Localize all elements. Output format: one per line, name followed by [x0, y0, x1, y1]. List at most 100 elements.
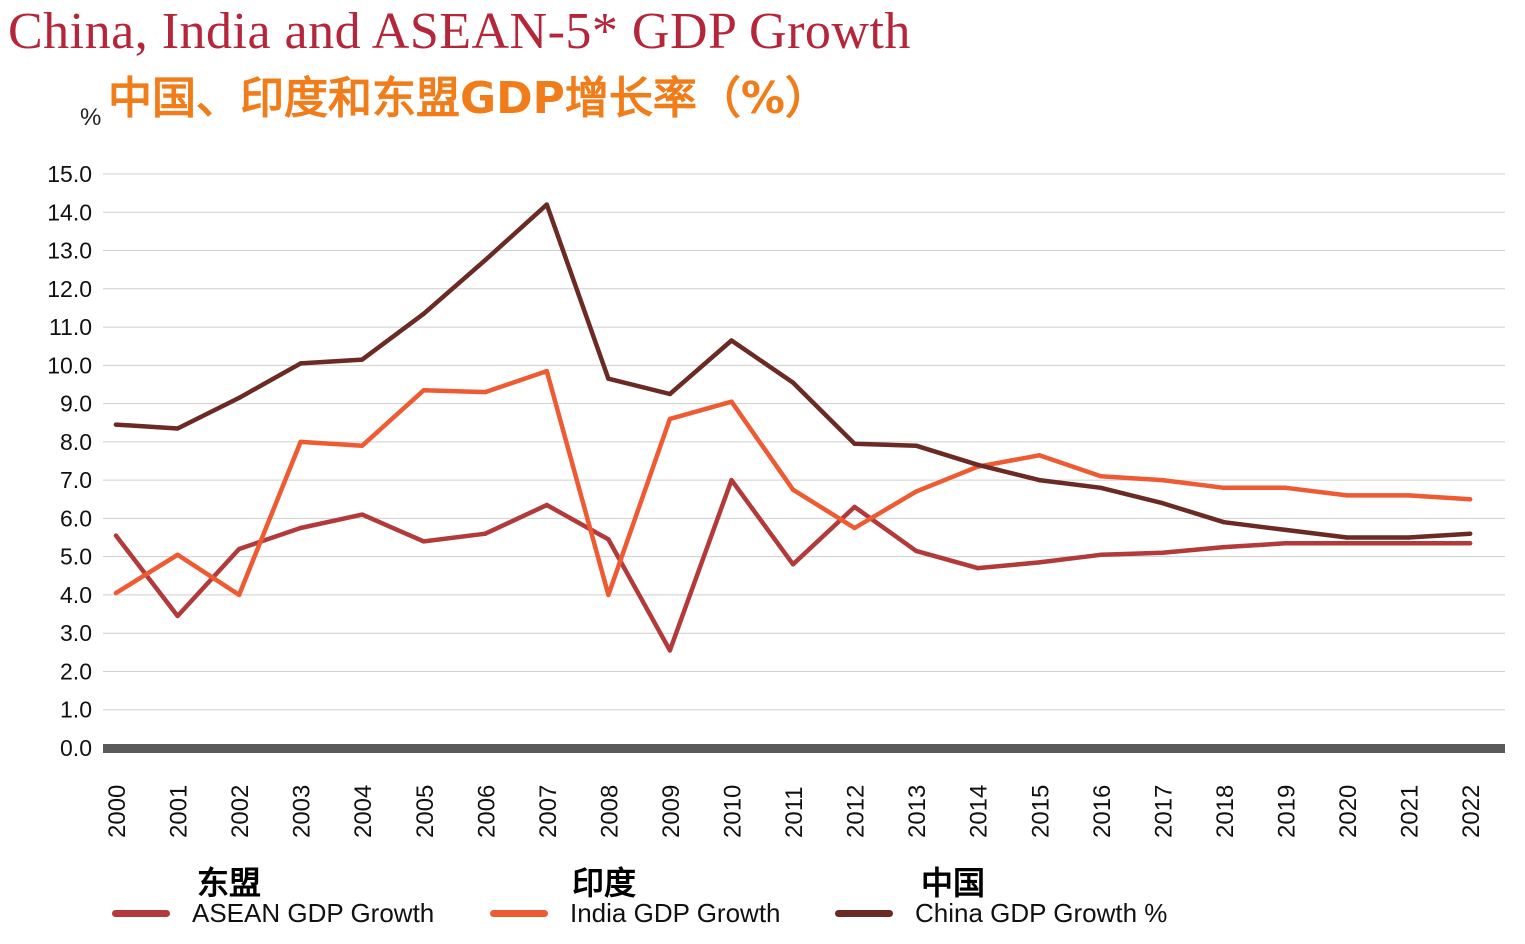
- india-gdp-growth-point: [298, 439, 303, 445]
- x-tick-label: 2000: [104, 785, 131, 838]
- india-gdp-growth-point: [483, 389, 488, 395]
- asean-gdp-growth-point: [975, 565, 980, 571]
- asean-gdp-growth-point: [729, 477, 734, 483]
- asean-gdp-growth-point: [1283, 541, 1288, 546]
- china-gdp-growth-point: [544, 202, 550, 207]
- y-tick-label: 10.0: [47, 352, 92, 378]
- china-gdp-growth-point: [975, 462, 980, 468]
- asean-gdp-growth-point: [544, 502, 550, 508]
- asean-gdp-growth-point: [606, 537, 611, 542]
- asean-gdp-growth-point: [1160, 550, 1165, 556]
- china-gdp-growth-point: [1160, 500, 1165, 506]
- china-gdp-growth-point: [667, 391, 673, 397]
- legend-label-en: India GDP Growth: [570, 898, 781, 928]
- india-gdp-growth-point: [1467, 497, 1473, 502]
- china-gdp-growth-point: [298, 361, 303, 366]
- india-gdp-growth-point: [360, 443, 365, 448]
- india-gdp-growth-point: [421, 388, 426, 393]
- x-tick-label: 2008: [596, 785, 623, 838]
- x-tick-label: 2006: [473, 785, 500, 838]
- asean-gdp-growth-point: [236, 546, 242, 552]
- china-gdp-growth-point: [175, 426, 180, 431]
- india-gdp-growth-point: [1406, 493, 1411, 498]
- y-tick-label: 4.0: [60, 582, 92, 608]
- x-tick-label: 2015: [1027, 785, 1054, 838]
- china-gdp-growth-point: [1221, 520, 1227, 525]
- china-gdp-growth-point: [360, 357, 365, 362]
- india-gdp-growth-point: [1221, 485, 1227, 490]
- x-tick-label: 2007: [535, 785, 562, 838]
- x-tick-label: 2011: [781, 786, 808, 838]
- x-tick-label: 2012: [843, 785, 870, 838]
- y-tick-label: 14.0: [47, 199, 92, 225]
- legend-swatch: [112, 910, 170, 917]
- x-tick-label: 2018: [1212, 785, 1239, 838]
- y-tick-label: 0.0: [60, 735, 92, 761]
- india-gdp-growth-point: [1283, 485, 1288, 490]
- china-gdp-growth-point: [913, 443, 919, 448]
- y-tick-label: 8.0: [60, 429, 92, 455]
- asean-gdp-growth-point: [1098, 552, 1104, 557]
- asean-gdp-growth-point: [913, 548, 919, 554]
- y-tick-label: 13.0: [47, 238, 92, 264]
- asean-gdp-growth-point: [852, 504, 857, 510]
- x-tick-label: 2020: [1335, 785, 1362, 838]
- asean-gdp-growth-point: [790, 562, 796, 567]
- asean-gdp-growth-point: [1406, 541, 1411, 546]
- x-tick-label: 2010: [720, 785, 747, 838]
- india-gdp-growth-point: [1098, 474, 1104, 479]
- y-axis-unit-label: %: [80, 104, 102, 131]
- india-gdp-growth-point: [729, 399, 734, 404]
- legend-swatch: [490, 910, 548, 917]
- asean-gdp-growth-point: [483, 531, 488, 536]
- x-tick-label: 2005: [412, 785, 439, 838]
- y-tick-label: 6.0: [60, 505, 92, 531]
- y-tick-label: 5.0: [60, 544, 92, 570]
- china-gdp-growth-point: [1098, 485, 1104, 490]
- asean-gdp-growth-point: [1467, 541, 1473, 546]
- chart-subtitle: 中国、印度和东盟GDP增长率（%）: [108, 73, 829, 124]
- china-gdp-growth-point: [236, 395, 242, 401]
- y-tick-label: 12.0: [47, 276, 92, 302]
- legend-label-en: China GDP Growth %: [915, 898, 1168, 928]
- china-gdp-growth-point: [1467, 531, 1473, 536]
- india-gdp-growth-point: [236, 592, 242, 598]
- china-gdp-growth-point: [790, 380, 796, 385]
- x-tick-label: 2003: [289, 785, 316, 838]
- y-tick-label: 7.0: [60, 467, 92, 493]
- china-gdp-growth-point: [421, 311, 426, 316]
- india-gdp-growth-point: [113, 590, 119, 596]
- asean-gdp-growth-point: [360, 512, 365, 517]
- india-gdp-growth-point: [1344, 493, 1350, 498]
- india-gdp-growth-point: [1160, 477, 1165, 483]
- asean-gdp-growth-point: [421, 539, 426, 544]
- china-gdp-growth-point: [1406, 535, 1411, 540]
- chart-title: China, India and ASEAN-5* GDP Growth: [8, 3, 911, 60]
- x-tick-label: 2004: [350, 785, 377, 838]
- china-gdp-growth-point: [606, 376, 611, 381]
- asean-gdp-growth-point: [175, 613, 180, 619]
- x-tick-label: 2017: [1150, 785, 1177, 838]
- china-gdp-growth-point: [1344, 535, 1350, 540]
- china-gdp-growth-point: [113, 422, 119, 427]
- asean-gdp-growth-point: [667, 648, 673, 653]
- china-gdp-growth-point: [1037, 477, 1042, 483]
- india-gdp-growth-point: [1037, 453, 1042, 458]
- india-gdp-growth-point: [852, 525, 857, 531]
- asean-gdp-growth-point: [1037, 560, 1042, 565]
- asean-gdp-growth-point: [1344, 541, 1350, 546]
- china-gdp-growth-point: [729, 338, 734, 343]
- india-gdp-growth-point: [913, 489, 919, 494]
- x-tick-label: 2002: [227, 785, 254, 838]
- x-tick-label: 2016: [1089, 785, 1116, 838]
- china-gdp-growth-point: [852, 441, 857, 446]
- y-tick-label: 11.0: [49, 314, 92, 340]
- x-tick-label: 2009: [658, 785, 685, 838]
- china-gdp-growth-point: [1283, 527, 1288, 533]
- x-tick-label: 2014: [966, 785, 993, 838]
- india-gdp-growth-point: [790, 487, 796, 492]
- india-gdp-growth-point: [175, 552, 180, 557]
- x-tick-label: 2019: [1273, 785, 1300, 838]
- x-tick-label: 2022: [1458, 785, 1485, 838]
